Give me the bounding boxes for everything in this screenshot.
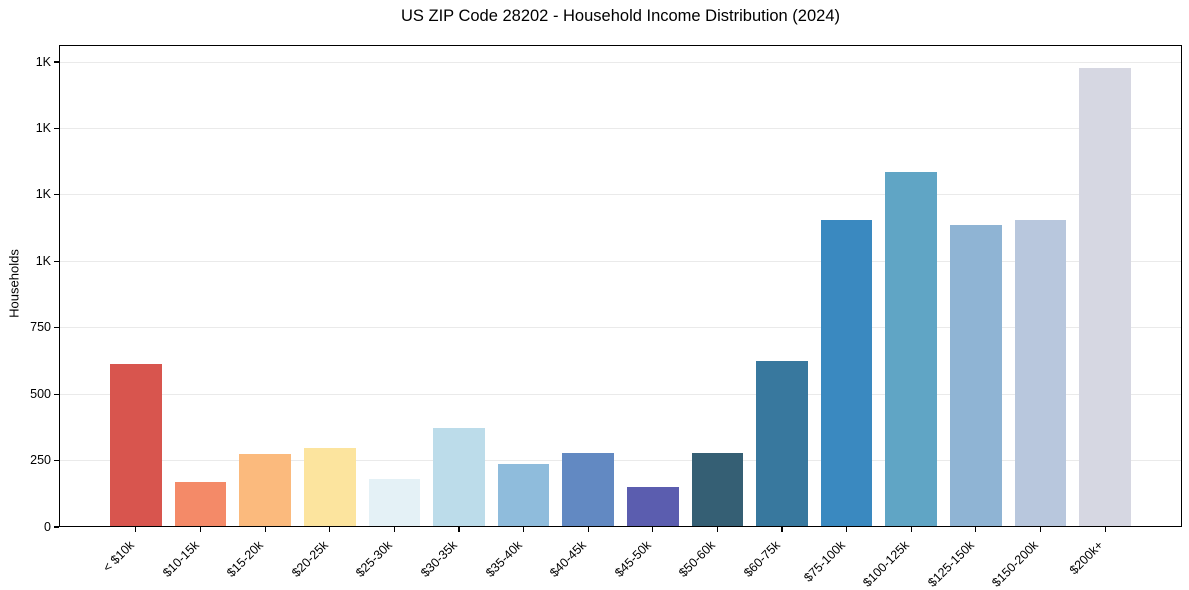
gridline bbox=[59, 61, 1182, 63]
x-tick-label: < $10k bbox=[100, 538, 137, 575]
gridline bbox=[59, 194, 1182, 196]
x-tick-mark bbox=[1039, 527, 1042, 532]
bar-$35-40k bbox=[497, 464, 550, 527]
bar-$30-35k bbox=[433, 427, 485, 527]
x-tick-mark bbox=[846, 527, 848, 532]
bar-< $10k bbox=[110, 363, 162, 527]
x-tick-mark bbox=[199, 527, 202, 532]
x-tick-mark bbox=[652, 527, 654, 532]
bar-$125-150k bbox=[950, 225, 1002, 527]
bar-$50-60k bbox=[691, 453, 744, 527]
y-tick-label: 1K bbox=[35, 253, 51, 268]
y-tick-label: 1K bbox=[35, 187, 51, 202]
bar-$15-20k bbox=[239, 454, 291, 527]
bar-$100-125k bbox=[885, 172, 938, 527]
y-tick-label: 1K bbox=[35, 54, 51, 69]
y-tick-mark bbox=[54, 61, 59, 63]
y-tick-label: 250 bbox=[30, 453, 51, 468]
bar-$20-25k bbox=[303, 447, 356, 527]
gridline bbox=[59, 127, 1182, 129]
bar-$10-15k bbox=[174, 481, 227, 527]
bar-$45-50k bbox=[626, 487, 679, 527]
y-tick-mark bbox=[54, 393, 59, 395]
y-tick-label: 0 bbox=[44, 519, 51, 534]
x-tick-mark bbox=[458, 527, 460, 532]
y-axis-label: Households bbox=[6, 249, 22, 318]
y-tick-mark bbox=[54, 194, 59, 196]
gridline bbox=[59, 260, 1182, 262]
y-tick-label: 1K bbox=[35, 120, 51, 135]
bar-$200k+ bbox=[1079, 67, 1131, 527]
x-tick-mark bbox=[393, 527, 395, 532]
x-tick-mark bbox=[1104, 527, 1106, 532]
bar-$150-200k bbox=[1014, 220, 1067, 527]
x-tick-mark bbox=[329, 527, 331, 532]
x-tick-mark bbox=[135, 527, 137, 532]
y-tick-label: 500 bbox=[30, 386, 51, 401]
gridline bbox=[59, 327, 1182, 329]
x-tick-mark bbox=[264, 527, 266, 532]
y-tick-mark bbox=[54, 327, 59, 329]
y-tick-mark bbox=[54, 526, 59, 528]
gridline bbox=[59, 393, 1182, 395]
chart-title: US ZIP Code 28202 - Household Income Dis… bbox=[400, 7, 840, 25]
x-tick-mark bbox=[522, 527, 525, 532]
x-tick-mark bbox=[910, 527, 912, 532]
x-tick-mark bbox=[975, 527, 977, 532]
x-tick-mark bbox=[587, 527, 589, 532]
bar-$40-45k bbox=[562, 453, 615, 527]
bar-$25-30k bbox=[368, 478, 421, 527]
y-tick-mark bbox=[54, 459, 59, 462]
bar-$75-100k bbox=[820, 219, 873, 527]
y-tick-mark bbox=[54, 127, 59, 130]
y-tick-label: 750 bbox=[30, 320, 51, 335]
x-tick-mark bbox=[716, 527, 718, 532]
plot-area bbox=[59, 45, 1182, 527]
bar-$60-75k bbox=[756, 361, 808, 527]
gridline bbox=[59, 460, 1182, 462]
x-tick-mark bbox=[781, 527, 783, 532]
y-tick-mark bbox=[54, 260, 59, 262]
